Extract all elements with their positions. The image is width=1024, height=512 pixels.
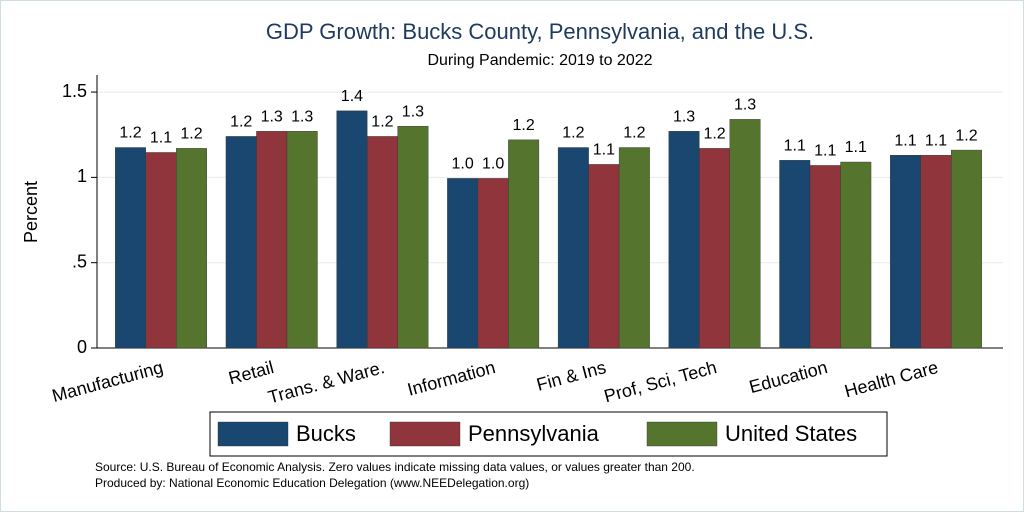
bar xyxy=(447,178,479,349)
y-tick-label: 1 xyxy=(77,166,87,186)
value-label: 1.3 xyxy=(291,109,313,126)
bar xyxy=(809,165,841,349)
bar xyxy=(618,147,650,349)
value-label: 1.1 xyxy=(593,142,615,159)
value-label: 1.3 xyxy=(673,109,695,126)
value-label: 1.1 xyxy=(894,132,916,149)
value-label: 1.3 xyxy=(261,109,283,126)
value-label: 1.3 xyxy=(402,103,424,120)
bar xyxy=(557,147,589,349)
legend-swatch xyxy=(217,421,289,447)
value-label: 1.2 xyxy=(119,125,141,142)
value-label: 1.1 xyxy=(845,139,867,156)
bar xyxy=(366,136,398,349)
y-tick-label: 0 xyxy=(77,337,87,357)
bar xyxy=(668,131,700,349)
value-label: 1.3 xyxy=(734,97,756,114)
source-note: Source: U.S. Bureau of Economic Analysis… xyxy=(95,460,695,474)
value-label: 1.1 xyxy=(150,130,172,147)
value-label: 1.1 xyxy=(925,132,947,149)
bar xyxy=(336,110,368,349)
value-label: 1.0 xyxy=(452,156,474,173)
value-label: 1.2 xyxy=(180,126,202,143)
value-label: 1.1 xyxy=(814,143,836,160)
bar xyxy=(115,147,146,349)
bar xyxy=(920,154,952,349)
value-label: 1.2 xyxy=(371,114,393,131)
legend-label: United States xyxy=(725,421,857,446)
bar xyxy=(477,178,509,349)
y-axis-label: Percent xyxy=(21,181,41,243)
bar xyxy=(145,152,177,349)
bar xyxy=(225,136,257,349)
bar xyxy=(286,131,318,349)
legend-swatch xyxy=(646,421,718,447)
chart-subtitle: During Pandemic: 2019 to 2022 xyxy=(427,52,652,69)
bar xyxy=(699,148,731,349)
y-tick-label: 1.5 xyxy=(62,81,87,101)
bar xyxy=(840,161,872,349)
credit-note: Produced by: National Economic Education… xyxy=(95,476,529,490)
bar xyxy=(729,119,761,349)
chart-title: GDP Growth: Bucks County, Pennsylvania, … xyxy=(266,19,814,44)
bar xyxy=(176,148,207,349)
value-label: 1.2 xyxy=(955,127,977,144)
bar xyxy=(779,160,811,349)
value-label: 1.2 xyxy=(703,126,725,143)
legend-label: Bucks xyxy=(296,421,356,446)
bar xyxy=(508,139,540,349)
legend-swatch xyxy=(389,421,461,447)
bar xyxy=(890,154,921,349)
bar xyxy=(256,131,288,349)
value-label: 1.2 xyxy=(513,117,535,134)
value-label: 1.4 xyxy=(341,88,363,105)
value-label: 1.2 xyxy=(230,114,252,131)
value-label: 1.0 xyxy=(482,156,504,173)
bar xyxy=(951,149,982,349)
legend-label: Pennsylvania xyxy=(468,421,600,446)
value-label: 1.2 xyxy=(623,125,645,142)
value-label: 1.2 xyxy=(562,125,584,142)
bar xyxy=(397,125,429,349)
legend-box xyxy=(209,411,888,457)
bar xyxy=(588,164,620,349)
value-label: 1.1 xyxy=(784,138,806,155)
y-tick-label: .5 xyxy=(72,251,87,271)
